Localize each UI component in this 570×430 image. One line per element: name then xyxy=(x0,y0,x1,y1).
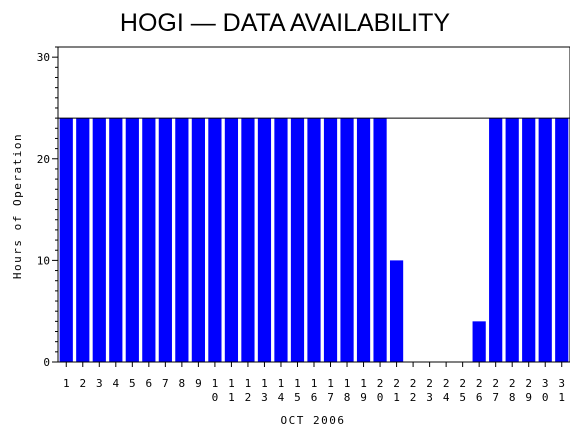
x-tick-label: 6 xyxy=(146,377,153,390)
bar-oct-31 xyxy=(555,118,569,362)
x-tick-label: 2 xyxy=(79,377,86,390)
bar-oct-11 xyxy=(224,118,239,362)
chart-title: HOGI — DATA AVAILABILITY xyxy=(120,9,451,37)
x-tick-label: 9 xyxy=(195,377,202,390)
bar-oct-5 xyxy=(125,118,139,362)
bar-oct-29 xyxy=(522,118,536,362)
bar-oct-28 xyxy=(505,118,519,362)
bar-oct-3 xyxy=(92,118,106,362)
bar-oct-27 xyxy=(489,118,503,362)
bar-oct-1 xyxy=(59,118,73,362)
bar-oct-16 xyxy=(307,118,321,362)
bar-oct-19 xyxy=(356,118,371,362)
bar-oct-10 xyxy=(208,118,222,362)
bar-oct-12 xyxy=(241,118,255,362)
y-tick-label: 30 xyxy=(37,51,50,64)
x-axis-label: OCT 2006 xyxy=(281,414,346,427)
bar-oct-8 xyxy=(175,118,189,362)
bar-oct-15 xyxy=(290,118,305,362)
bar-oct-26 xyxy=(472,321,486,362)
bar-oct-30 xyxy=(538,118,552,362)
bar-oct-14 xyxy=(274,118,288,362)
bar-oct-4 xyxy=(109,118,123,362)
y-tick-label: 0 xyxy=(43,356,50,369)
bar-oct-17 xyxy=(323,118,338,362)
x-tick-label: 4 xyxy=(112,377,119,390)
y-tick-label: 10 xyxy=(37,254,50,267)
bar-oct-20 xyxy=(373,118,387,362)
bar-oct-2 xyxy=(76,118,90,362)
bar-oct-9 xyxy=(191,118,205,362)
y-tick-label: 20 xyxy=(37,153,50,166)
x-tick-label: 1 xyxy=(63,377,70,390)
x-tick-label: 5 xyxy=(129,377,136,390)
x-tick-label: 7 xyxy=(162,377,169,390)
bar-oct-13 xyxy=(257,118,272,362)
x-tick-label: 8 xyxy=(179,377,186,390)
y-axis-label: Hours of Operation xyxy=(11,133,24,279)
bar-oct-6 xyxy=(142,118,156,362)
x-tick-label: 3 xyxy=(96,377,103,390)
bar-oct-18 xyxy=(340,118,354,362)
bar-oct-21 xyxy=(389,260,404,362)
bar-oct-7 xyxy=(158,118,172,362)
